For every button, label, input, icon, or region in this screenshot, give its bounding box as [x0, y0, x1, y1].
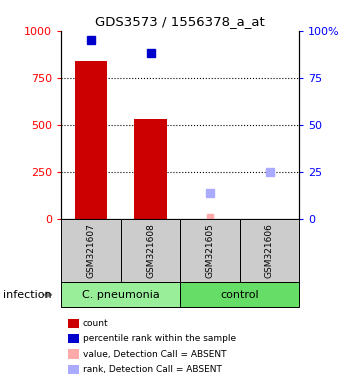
- Text: GSM321605: GSM321605: [205, 223, 215, 278]
- Bar: [240, 219, 299, 282]
- Text: GSM321606: GSM321606: [265, 223, 274, 278]
- Title: GDS3573 / 1556378_a_at: GDS3573 / 1556378_a_at: [95, 15, 265, 28]
- Text: percentile rank within the sample: percentile rank within the sample: [83, 334, 236, 343]
- Text: infection: infection: [4, 290, 52, 300]
- Bar: [61, 219, 121, 282]
- Text: value, Detection Call = ABSENT: value, Detection Call = ABSENT: [83, 349, 226, 359]
- Bar: [180, 219, 240, 282]
- Text: rank, Detection Call = ABSENT: rank, Detection Call = ABSENT: [83, 365, 222, 374]
- Bar: [61, 282, 180, 307]
- Bar: [134, 119, 167, 219]
- FancyArrowPatch shape: [43, 292, 51, 297]
- Text: C. pneumonia: C. pneumonia: [82, 290, 160, 300]
- Text: control: control: [220, 290, 259, 300]
- Bar: [180, 282, 299, 307]
- Bar: [75, 61, 107, 219]
- Bar: [121, 219, 180, 282]
- Text: GSM321608: GSM321608: [146, 223, 155, 278]
- Text: GSM321607: GSM321607: [86, 223, 96, 278]
- Text: count: count: [83, 319, 108, 328]
